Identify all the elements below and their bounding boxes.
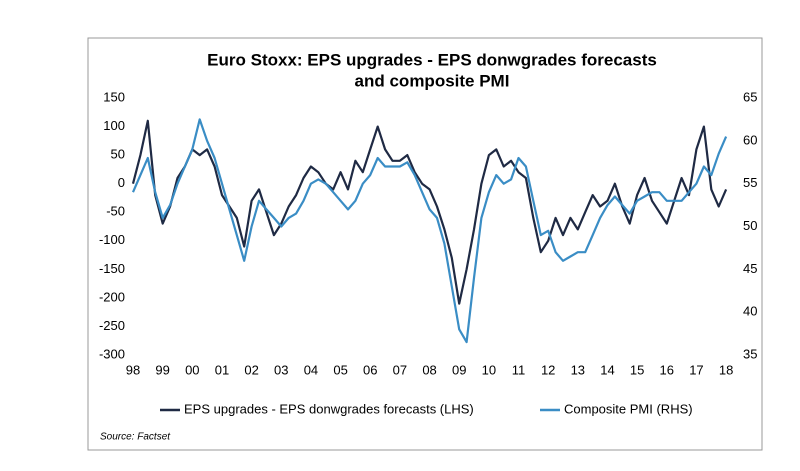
y2-tick-label: 45 — [743, 261, 757, 276]
x-tick-label: 06 — [363, 362, 377, 377]
x-tick-label: 03 — [274, 362, 288, 377]
x-tick-label: 00 — [185, 362, 199, 377]
x-tick-label: 10 — [482, 362, 496, 377]
y2-tick-label: 55 — [743, 175, 757, 190]
y-tick-label: -200 — [99, 289, 125, 304]
x-tick-label: 17 — [689, 362, 703, 377]
y2-tick-label: 60 — [743, 132, 757, 147]
y2-tick-label: 65 — [743, 89, 757, 104]
y-tick-label: 150 — [103, 89, 125, 104]
x-tick-label: 07 — [393, 362, 407, 377]
x-tick-label: 12 — [541, 362, 555, 377]
legend-label: EPS upgrades - EPS donwgrades forecasts … — [184, 401, 474, 416]
y-tick-label: -150 — [99, 261, 125, 276]
y2-tick-label: 40 — [743, 304, 757, 319]
y-tick-label: 100 — [103, 118, 125, 133]
chart-title: and composite PMI — [355, 71, 510, 90]
x-tick-label: 13 — [571, 362, 585, 377]
x-tick-label: 11 — [512, 362, 526, 377]
x-tick-label: 04 — [304, 362, 318, 377]
y2-tick-label: 50 — [743, 218, 757, 233]
x-tick-label: 05 — [333, 362, 347, 377]
x-tick-label: 18 — [719, 362, 733, 377]
y-tick-label: 0 — [118, 175, 125, 190]
y-tick-label: -100 — [99, 232, 125, 247]
chart-title: Euro Stoxx: EPS upgrades - EPS donwgrade… — [207, 50, 657, 69]
x-tick-label: 98 — [126, 362, 140, 377]
x-tick-label: 14 — [600, 362, 614, 377]
data-line — [131, 118, 728, 344]
y2-tick-label: 35 — [743, 346, 757, 361]
x-tick-label: 15 — [630, 362, 644, 377]
source-note: Source: Factset — [100, 432, 171, 443]
y-tick-label: -250 — [99, 318, 125, 333]
x-tick-label: 16 — [660, 362, 674, 377]
legend-label: Composite PMI (RHS) — [564, 401, 693, 416]
y-tick-label: 50 — [111, 147, 125, 162]
x-tick-label: 09 — [452, 362, 466, 377]
data-line — [131, 119, 728, 305]
y-tick-label: -50 — [106, 204, 125, 219]
x-tick-label: 01 — [215, 362, 229, 377]
x-tick-label: 99 — [155, 362, 169, 377]
x-tick-label: 08 — [422, 362, 436, 377]
x-tick-label: 02 — [244, 362, 258, 377]
y-tick-label: -300 — [99, 346, 125, 361]
chart-frame — [87, 37, 763, 451]
